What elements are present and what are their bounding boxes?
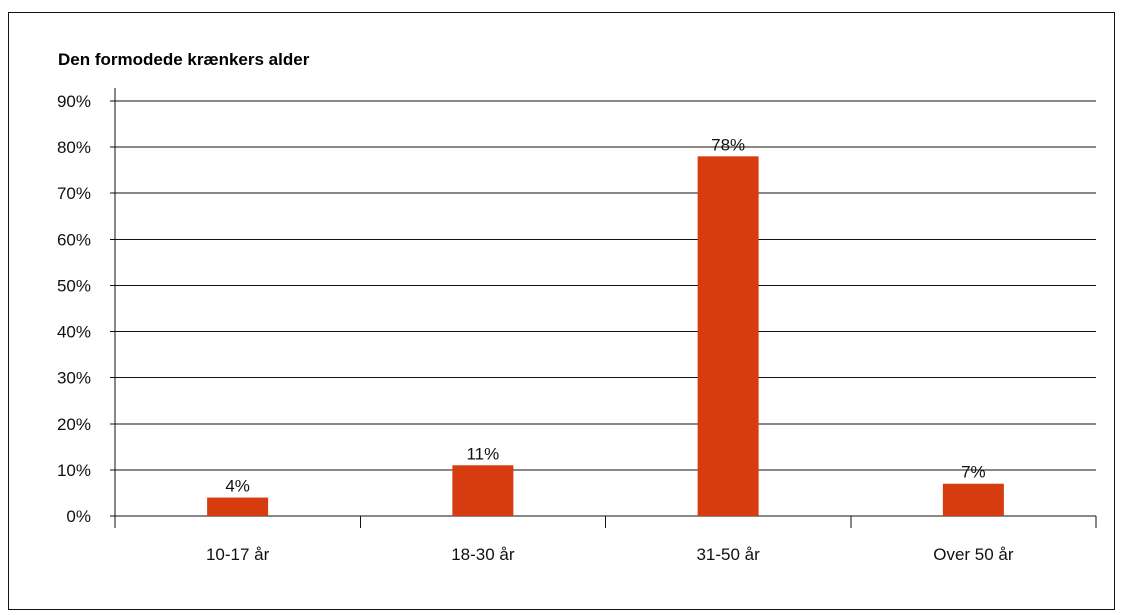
y-tick-label: 70% bbox=[57, 184, 91, 203]
y-tick-label: 90% bbox=[57, 92, 91, 111]
bar bbox=[207, 497, 269, 516]
y-tick-label: 10% bbox=[57, 461, 91, 480]
data-label: 78% bbox=[711, 135, 745, 154]
data-label: 4% bbox=[225, 477, 250, 496]
x-category-label: 31-50 år bbox=[696, 545, 760, 564]
bar bbox=[452, 465, 514, 516]
x-category-label: 18-30 år bbox=[451, 545, 515, 564]
y-tick-label: 50% bbox=[57, 276, 91, 295]
chart-frame bbox=[8, 12, 1115, 610]
y-tick-label: 60% bbox=[57, 230, 91, 249]
chart-title: Den formodede krænkers alder bbox=[58, 50, 310, 69]
gridlines bbox=[110, 100, 1096, 517]
x-category-label: Over 50 år bbox=[933, 545, 1014, 564]
data-label: 11% bbox=[466, 444, 499, 463]
bar bbox=[697, 156, 759, 517]
axes bbox=[114, 88, 1097, 528]
y-tick-label: 0% bbox=[66, 507, 91, 526]
y-tick-label: 20% bbox=[57, 415, 91, 434]
y-tick-label: 80% bbox=[57, 138, 91, 157]
y-tick-label: 40% bbox=[57, 323, 91, 342]
y-tick-label: 30% bbox=[57, 369, 91, 388]
data-label: 7% bbox=[961, 463, 986, 482]
x-category-label: 10-17 år bbox=[206, 545, 270, 564]
bar bbox=[942, 483, 1004, 516]
bars bbox=[207, 156, 1004, 517]
labels: 0% 10% 20% 30% 40% 50% 60% 70% 80% 90% 4% 10-17 år 1… bbox=[57, 92, 1014, 564]
